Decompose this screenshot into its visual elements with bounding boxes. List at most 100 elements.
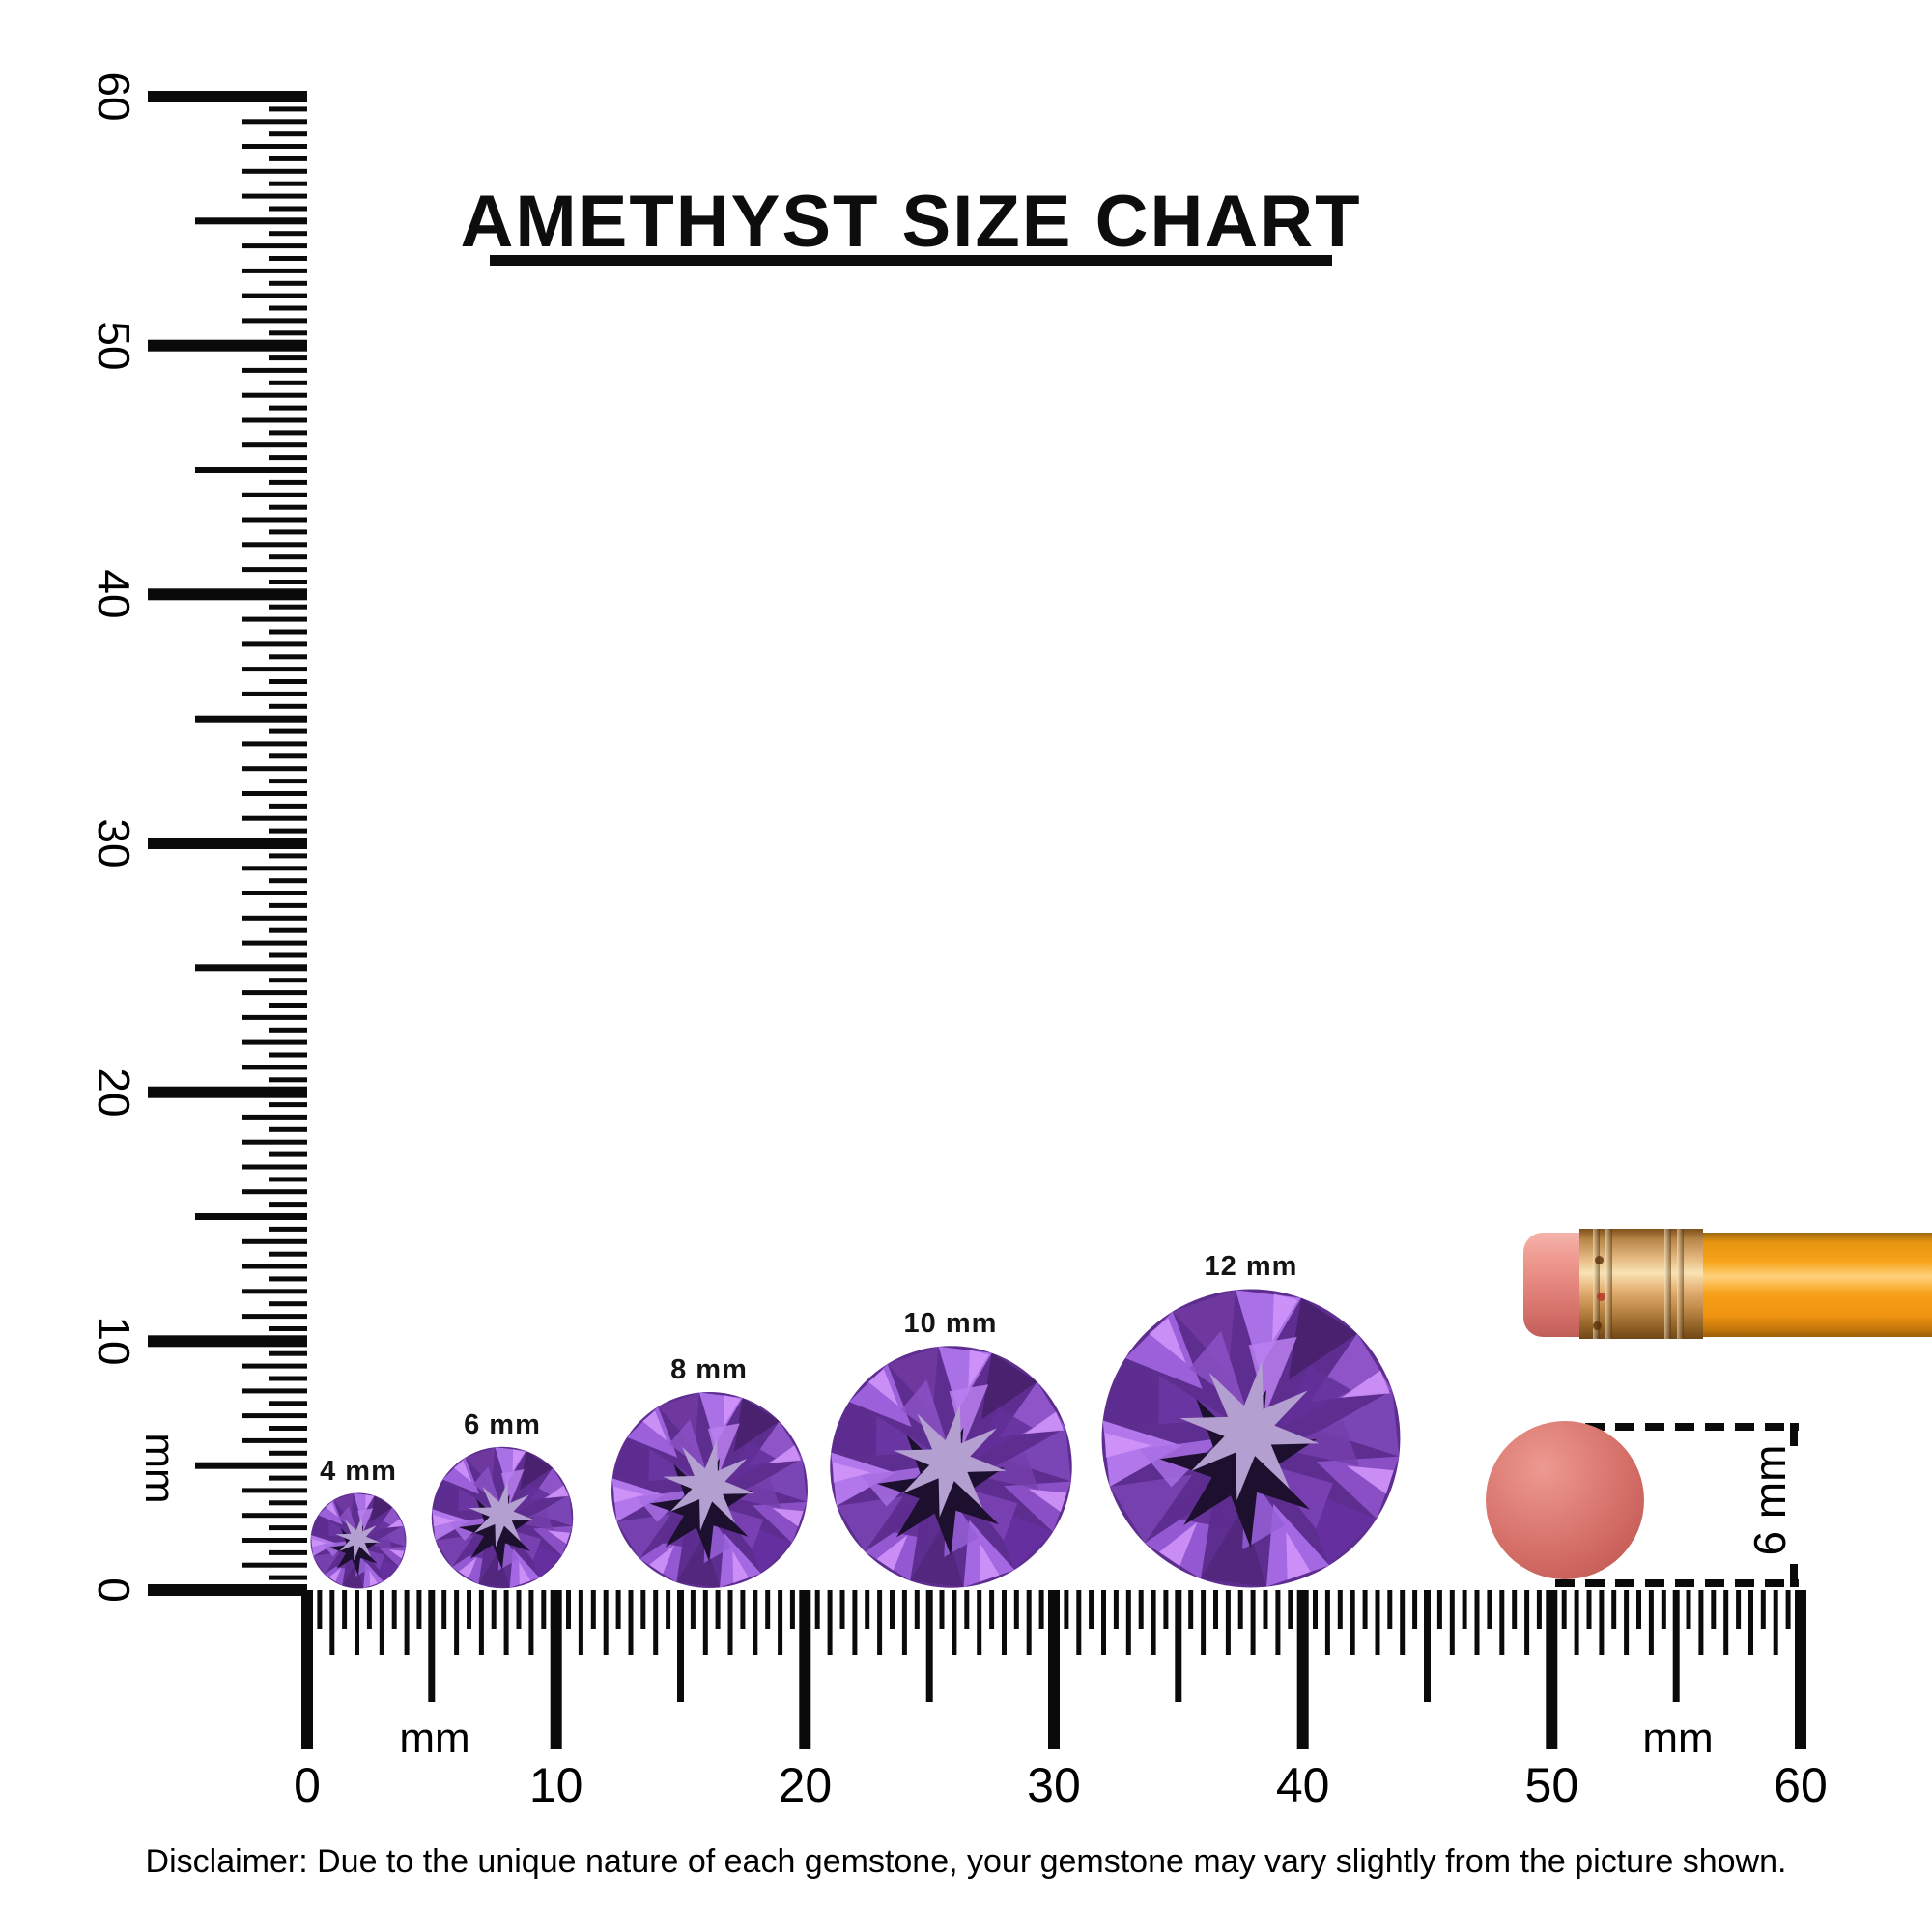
ruler-tick <box>269 703 307 709</box>
ruler-tick <box>269 106 307 112</box>
ruler-tick <box>1076 1590 1082 1655</box>
ruler-tick <box>269 430 307 436</box>
ruler-tick <box>1487 1590 1492 1629</box>
ruler-tick <box>1711 1590 1717 1629</box>
ruler-tick <box>428 1590 436 1702</box>
ruler-tick <box>242 691 307 696</box>
ruler-tick <box>242 940 307 946</box>
ruler-tick <box>269 1276 307 1282</box>
ruler-tick <box>269 927 307 933</box>
ruler-tick <box>242 517 307 523</box>
ruler-tick <box>628 1590 634 1655</box>
ruler-tick <box>148 339 307 352</box>
ruler-tick <box>269 330 307 336</box>
ruler-tick <box>550 1590 562 1749</box>
ruler-tick <box>269 580 307 584</box>
ruler-tick <box>242 1039 307 1045</box>
ruler-tick <box>342 1590 348 1629</box>
horizontal-ruler-number-40: 40 <box>1275 1758 1330 1812</box>
ruler-tick <box>269 355 307 361</box>
ruler-tick <box>269 1549 307 1555</box>
ruler-tick <box>1350 1590 1355 1655</box>
ruler-tick <box>1412 1590 1418 1629</box>
ruler-tick <box>242 293 307 298</box>
horizontal-ruler-number-10: 10 <box>528 1758 583 1812</box>
ruler-tick <box>269 1202 307 1208</box>
ruler-tick <box>301 1590 313 1749</box>
ruler-tick <box>242 667 307 672</box>
ruler-tick <box>615 1590 621 1629</box>
dimension-cap-top <box>1790 1423 1798 1446</box>
title-underline <box>490 255 1332 266</box>
ruler-tick <box>269 1401 307 1406</box>
ruler-tick <box>242 815 307 821</box>
ruler-tick <box>1163 1590 1169 1629</box>
ferrule-crimp-ring <box>1677 1229 1684 1339</box>
ruler-tick <box>269 604 307 610</box>
ruler-tick <box>939 1590 945 1629</box>
ferrule-crimp-ring <box>1605 1229 1612 1339</box>
ruler-tick <box>242 1314 307 1320</box>
vertical-ruler-number-0: 0 <box>89 1577 139 1603</box>
ruler-tick <box>590 1590 596 1629</box>
gem-4mm <box>310 1492 407 1589</box>
ruler-tick <box>242 791 307 796</box>
ruler-tick <box>1237 1590 1243 1629</box>
ruler-tick <box>269 1102 307 1108</box>
ruler-tick <box>516 1590 522 1629</box>
ruler-tick <box>839 1590 845 1629</box>
ruler-tick <box>467 1590 471 1629</box>
ruler-tick <box>269 1177 307 1182</box>
ruler-tick <box>578 1590 583 1655</box>
ruler-tick <box>242 119 307 125</box>
ruler-tick <box>740 1590 746 1629</box>
dimension-cap-bottom <box>1790 1564 1798 1587</box>
ruler-tick <box>269 479 307 485</box>
gem-size-label-8mm: 8 mm <box>670 1354 748 1385</box>
pencil-eraser <box>1523 1233 1579 1337</box>
ruler-tick <box>1026 1590 1032 1655</box>
ruler-tick <box>491 1590 497 1629</box>
ruler-tick <box>1048 1590 1060 1749</box>
ruler-tick <box>1512 1590 1518 1629</box>
ruler-tick <box>1748 1590 1753 1655</box>
ruler-tick <box>666 1590 671 1629</box>
ruler-tick <box>242 1164 307 1170</box>
ruler-tick <box>1175 1590 1182 1702</box>
ruler-tick <box>242 1014 307 1020</box>
ruler-tick <box>242 1437 307 1443</box>
ruler-tick <box>1723 1590 1729 1655</box>
gem-size-label-6mm: 6 mm <box>464 1409 541 1440</box>
ruler-tick <box>715 1590 721 1629</box>
ruler-tick <box>242 1562 307 1568</box>
ruler-tick <box>1324 1590 1330 1655</box>
ruler-tick <box>242 1413 307 1419</box>
ruler-tick <box>269 1226 307 1232</box>
ruler-tick <box>148 1335 307 1348</box>
red-eraser-disc <box>1486 1421 1644 1579</box>
ruler-tick <box>242 766 307 772</box>
ruler-tick <box>778 1590 783 1655</box>
ruler-tick <box>901 1590 907 1655</box>
gem-image <box>431 1446 574 1589</box>
ruler-tick <box>242 1139 307 1145</box>
vertical-ruler-number-30: 30 <box>89 818 139 868</box>
ferrule-crimp-ring <box>1593 1229 1600 1339</box>
ruler-tick <box>379 1590 384 1655</box>
ruler-tick <box>1362 1590 1368 1629</box>
ruler-tick <box>242 741 307 747</box>
ruler-tick <box>269 554 307 560</box>
ruler-tick <box>690 1590 696 1629</box>
ruler-tick <box>1424 1590 1431 1702</box>
ruler-tick <box>989 1590 995 1629</box>
ruler-tick <box>404 1590 410 1655</box>
ruler-tick <box>242 891 307 895</box>
ruler-tick <box>1574 1590 1579 1655</box>
ruler-tick <box>1138 1590 1144 1629</box>
ferrule-dimple <box>1593 1321 1602 1330</box>
ruler-tick <box>269 1376 307 1381</box>
ruler-tick <box>1736 1590 1742 1629</box>
ruler-tick <box>242 268 307 273</box>
ruler-tick <box>242 990 307 996</box>
